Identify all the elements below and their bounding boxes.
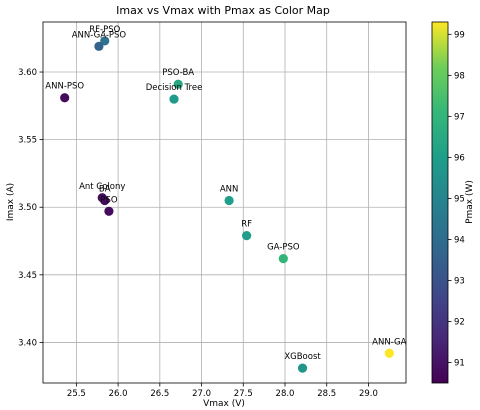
- x-tick-label: 25.5: [67, 389, 86, 399]
- chart-title: Imax vs Vmax with Pmax as Color Map: [116, 4, 330, 17]
- scatter-point: [278, 254, 288, 264]
- point-label: Ant Colony: [79, 182, 125, 192]
- x-axis: 25.5 26.0 26.5 27.0 27.5 28.0 28.5 29.0: [67, 383, 378, 399]
- point-label: ANN-GA: [372, 337, 406, 347]
- x-tick-label: 29.0: [359, 389, 378, 399]
- scatter-point: [100, 36, 110, 46]
- scatter-point: [104, 206, 114, 216]
- point-label: XGBoost: [284, 352, 321, 362]
- colorbar-tick-label: 94: [454, 235, 465, 245]
- x-tick-label: 27.5: [234, 389, 253, 399]
- grid-lines: [43, 22, 406, 383]
- colorbar-ticks: 91 92 93 94 95 96 97 98 99: [448, 30, 465, 368]
- point-label: BA: [99, 184, 111, 194]
- y-axis-label: Imax (A): [6, 183, 16, 221]
- y-tick-label: 3.60: [18, 68, 37, 78]
- x-tick-label: 28.5: [317, 389, 336, 399]
- x-tick-label: 26.5: [150, 389, 169, 399]
- y-tick-label: 3.55: [18, 136, 37, 146]
- point-label: PSO: [100, 195, 118, 205]
- scatter-point: [384, 348, 394, 358]
- colorbar-tick-label: 91: [454, 358, 465, 368]
- scatter-point: [297, 363, 308, 373]
- point-label: Decision Tree: [146, 83, 203, 93]
- point-label: RF: [241, 220, 252, 230]
- x-axis-label: Vmax (V): [203, 399, 245, 409]
- point-label: GA-PSO: [267, 243, 300, 253]
- plot-frame: [42, 21, 407, 384]
- scatter-point: [60, 93, 70, 103]
- scatter-point: [224, 195, 234, 206]
- x-tick-label: 26.0: [109, 389, 128, 399]
- colorbar: [431, 21, 449, 384]
- scatter-point: [173, 79, 183, 89]
- point-label: ANN-GA-PSO: [72, 30, 127, 40]
- scatter-point: [94, 41, 104, 51]
- x-tick-label: 27.0: [192, 389, 211, 399]
- colorbar-tick-label: 97: [454, 112, 465, 122]
- scatter-point: [242, 231, 252, 241]
- colorbar-tick-label: 98: [454, 71, 465, 81]
- data-points: [60, 36, 394, 373]
- colorbar-label: Pmax (W): [465, 180, 475, 224]
- point-label: ANN-PSO: [45, 82, 84, 92]
- colorbar-tick-label: 95: [454, 194, 465, 204]
- colorbar-tick-label: 93: [454, 276, 465, 286]
- y-tick-label: 3.40: [18, 338, 37, 348]
- scatter-point: [100, 195, 110, 206]
- point-label: ANN: [220, 184, 239, 194]
- colorbar-tick-label: 99: [454, 30, 465, 40]
- colorbar-tick-label: 96: [454, 153, 465, 163]
- y-tick-label: 3.45: [18, 271, 37, 281]
- point-label: RF-PSO: [89, 25, 120, 35]
- point-label: PSO-BA: [162, 68, 194, 78]
- scatter-point: [169, 94, 179, 104]
- y-axis: 3.40 3.45 3.50 3.55 3.60: [18, 68, 43, 348]
- x-tick-label: 28.0: [276, 389, 295, 399]
- colorbar-tick-label: 92: [454, 317, 465, 327]
- y-tick-label: 3.50: [18, 203, 37, 213]
